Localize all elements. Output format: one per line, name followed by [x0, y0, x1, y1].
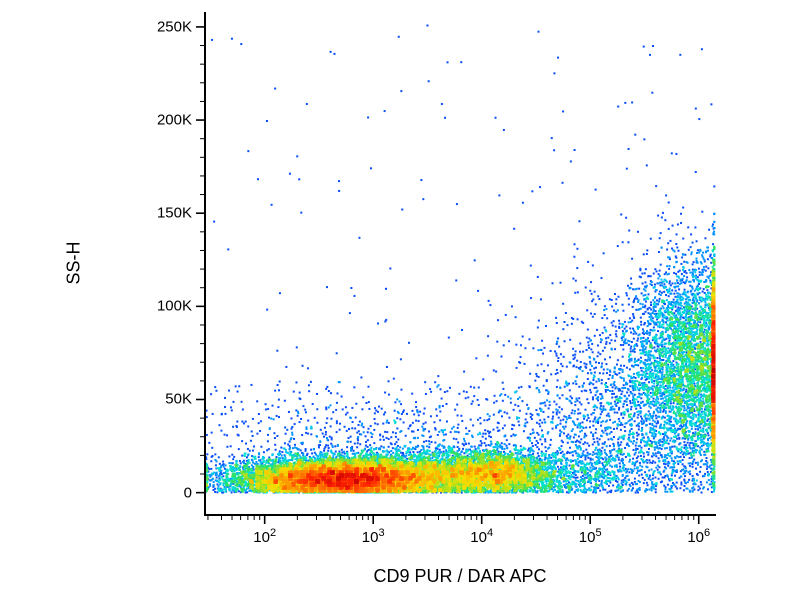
x-axis-label: CD9 PUR / DAR APC — [373, 566, 547, 586]
y-axis-label: SS-H — [63, 241, 84, 285]
